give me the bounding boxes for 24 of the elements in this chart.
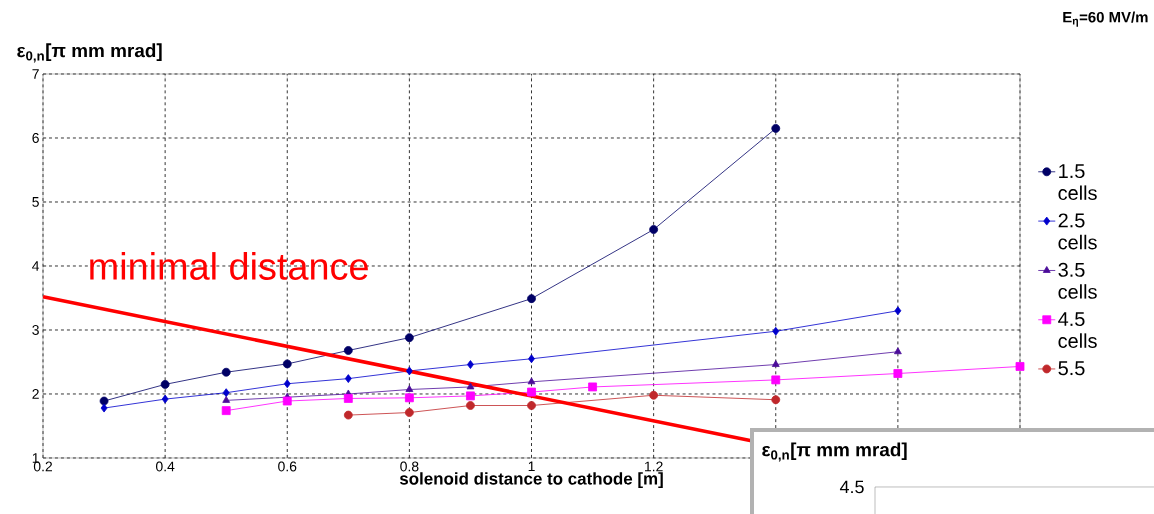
x-tick-label: 1: [528, 461, 535, 472]
x-tick-label: 0.2: [33, 461, 53, 472]
legend-label: 1.5 cells: [1058, 164, 1097, 200]
x-axis-title: solenoid distance to cathode [m]: [399, 472, 663, 489]
legend-label: 3.5 cells: [1058, 262, 1097, 299]
y-tick-label: 3: [32, 325, 39, 335]
text: 4.5: [839, 480, 864, 494]
x-tick-label: 1.2: [645, 461, 663, 472]
legend-label: 2.5 cells: [1058, 213, 1097, 250]
y-tick-label: 2: [32, 389, 39, 399]
y-tick-label: 5: [32, 197, 39, 207]
text: E$_{η}$=60 MV/m: [1063, 11, 1148, 27]
y-axis-title: ε$_{0,n}$[π mm mrad]: [17, 43, 162, 63]
y-tick-label: 1: [32, 453, 39, 463]
y-tick-label: 4: [32, 261, 40, 271]
annotation: minimal distance: [90, 252, 368, 280]
x-tick-label: 0.4: [155, 461, 175, 472]
x-tick-label: 0.8: [400, 461, 419, 472]
y-tick-label: 7: [32, 69, 39, 79]
y-tick-label: 6: [32, 133, 39, 143]
legend-label: 4.5 cells: [1058, 312, 1097, 348]
annotation: ε$_{0,n}$[π mm mrad]: [762, 442, 907, 462]
x-tick-label: 0.6: [278, 461, 297, 472]
legend-label: 5.5: [1058, 361, 1085, 376]
